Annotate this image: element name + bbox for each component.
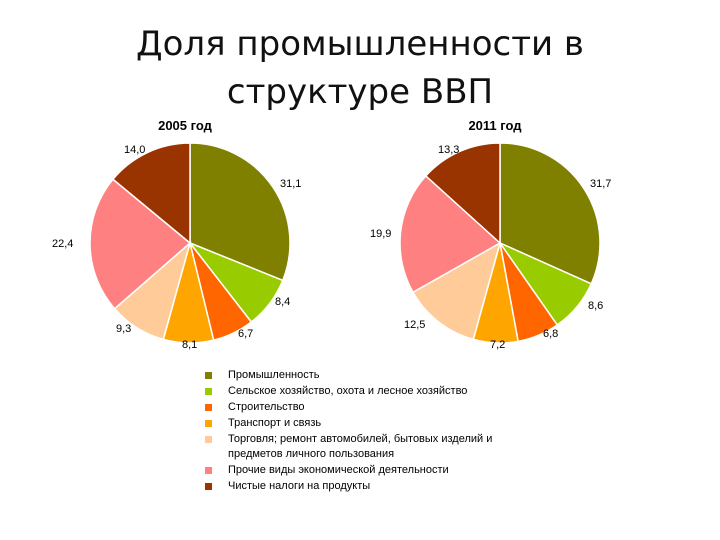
- pie-slice: [111, 142, 191, 245]
- data-label: 7,2: [490, 339, 505, 351]
- data-label: 14,0: [124, 144, 145, 156]
- data-label: 31,7: [590, 178, 611, 190]
- data-label: 8,6: [588, 300, 603, 312]
- legend-label: Сельское хозяйство, охота и лесное хозяй…: [228, 385, 468, 397]
- pie-chart-2011: 2011 год 31,7 8,6 6,8 7,2 12,5 19,9 13,3: [370, 118, 611, 351]
- pie-slice: [499, 142, 601, 285]
- pie-slice: [424, 142, 501, 245]
- data-label: 8,1: [182, 339, 197, 351]
- data-label: 9,3: [116, 323, 131, 335]
- data-label: 19,9: [370, 228, 391, 240]
- chart-legend: Промышленность Сельское хозяйство, охота …: [205, 368, 545, 495]
- pie-chart-2005: 2005 год 31,1 8,4 6,7 8,1 9,3 22,4 14,0: [52, 118, 301, 351]
- legend-swatch: [205, 436, 212, 443]
- legend-item: Сельское хозяйство, охота и лесное хозяй…: [205, 384, 545, 399]
- slide-title: Доля промышленности в структуре ВВП: [136, 24, 584, 112]
- legend-swatch: [205, 372, 212, 379]
- data-label: 12,5: [404, 319, 425, 331]
- legend-label: Транспорт и связь: [228, 417, 322, 429]
- legend-label: Прочие виды экономической деятельности: [228, 464, 449, 476]
- pie-slice: [189, 142, 291, 282]
- data-label: 31,1: [280, 178, 301, 190]
- pie-slice: [89, 178, 192, 310]
- legend-label: Строительство: [228, 401, 305, 413]
- pie-slice: [411, 241, 502, 341]
- legend-item: Чистые налоги на продукты: [205, 479, 545, 494]
- legend-item: Прочие виды экономической деятельности: [205, 463, 545, 478]
- legend-label: Чистые налоги на продукты: [228, 480, 371, 492]
- legend-label: Торговля; ремонт автомобилей, бытовых из…: [228, 433, 493, 460]
- pie-slice: [399, 174, 502, 294]
- legend-label: Промышленность: [228, 369, 320, 381]
- legend-item: Промышленность: [205, 368, 545, 383]
- legend-swatch: [205, 467, 212, 474]
- legend-item: Торговля; ремонт автомобилей, бытовых из…: [205, 432, 545, 462]
- data-label: 22,4: [52, 238, 73, 250]
- data-label: 13,3: [438, 144, 459, 156]
- data-label: 6,8: [543, 328, 558, 340]
- pie-title: 2005 год: [158, 118, 213, 133]
- legend-swatch: [205, 388, 212, 395]
- legend-item: Строительство: [205, 400, 545, 415]
- pie-title: 2011 год: [468, 118, 522, 133]
- legend-item: Транспорт и связь: [205, 416, 545, 431]
- legend-swatch: [205, 420, 212, 427]
- legend-swatch: [205, 483, 212, 490]
- data-label: 8,4: [275, 296, 290, 308]
- legend-swatch: [205, 404, 212, 411]
- data-label: 6,7: [238, 328, 253, 340]
